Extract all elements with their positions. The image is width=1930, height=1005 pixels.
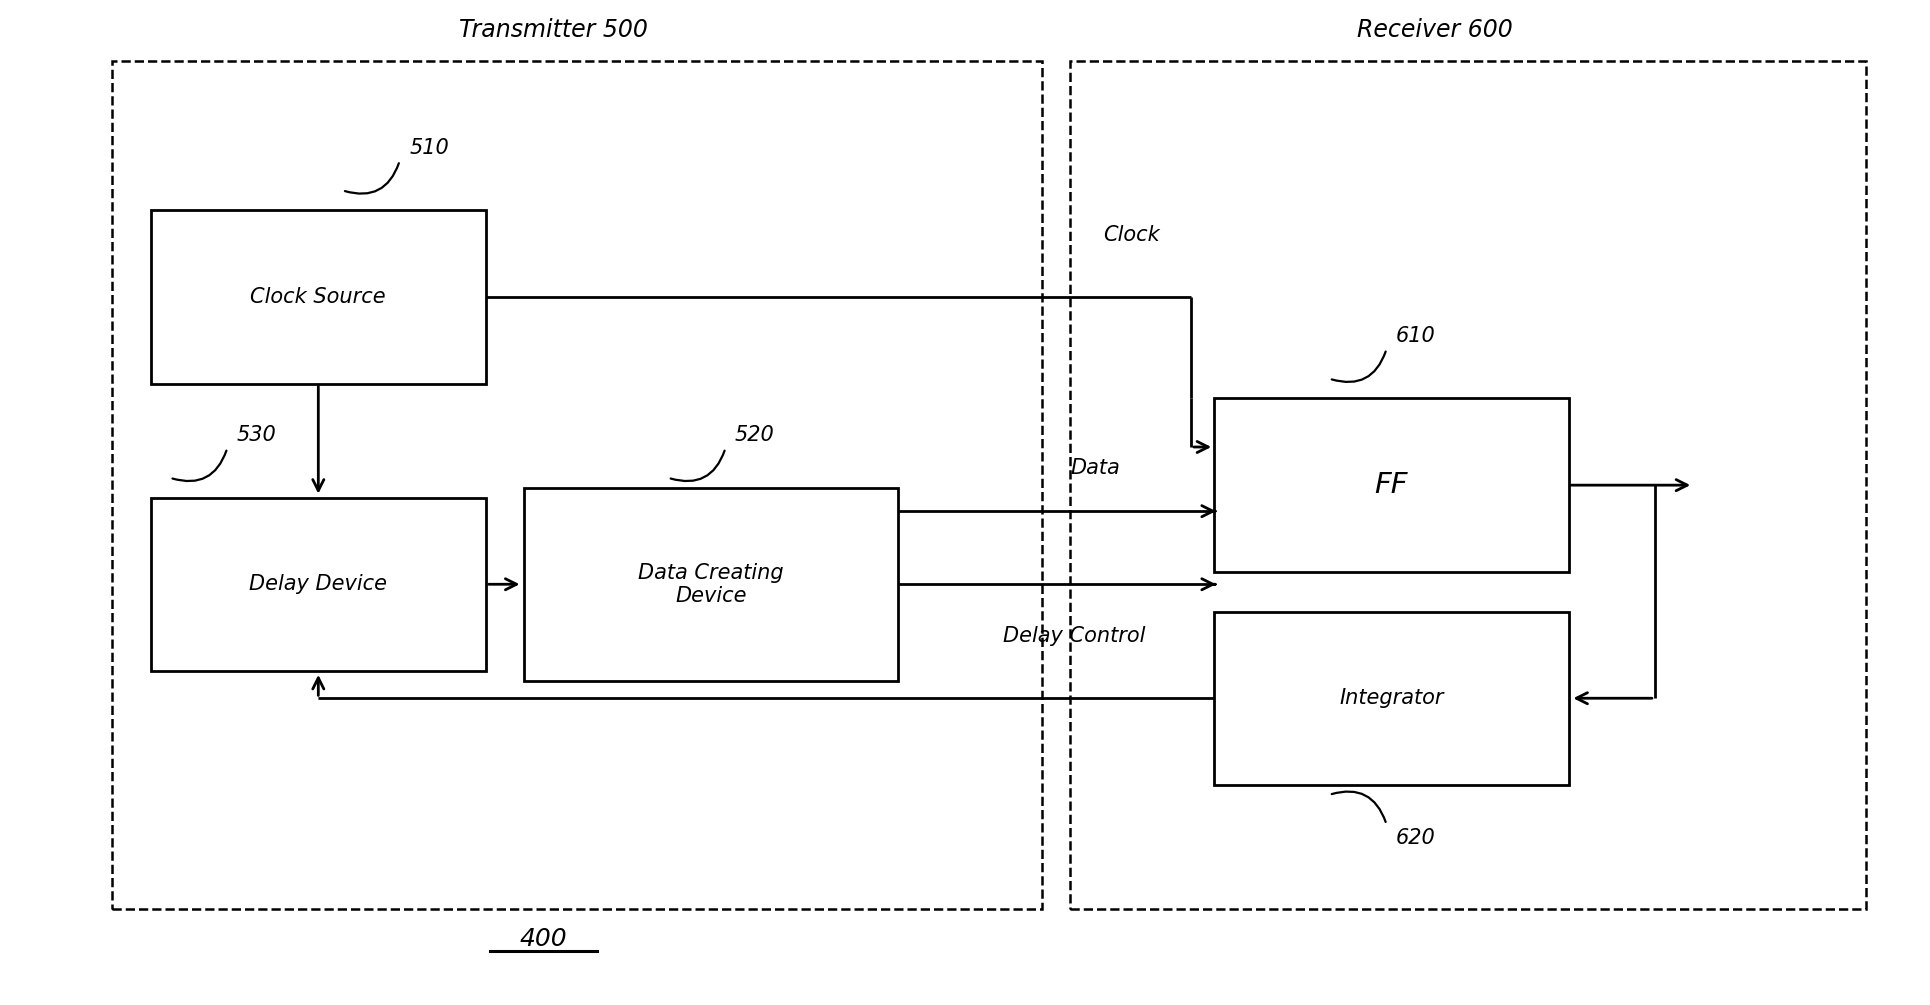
Bar bbox=[112, 61, 1042, 909]
Bar bbox=[151, 210, 486, 384]
Text: 620: 620 bbox=[1395, 827, 1436, 847]
Text: 530: 530 bbox=[237, 425, 276, 445]
Text: 510: 510 bbox=[409, 138, 450, 158]
Text: Transmitter 500: Transmitter 500 bbox=[459, 18, 647, 41]
Text: Clock: Clock bbox=[1102, 225, 1160, 245]
Bar bbox=[525, 487, 897, 681]
Bar bbox=[1214, 611, 1569, 785]
Text: FF: FF bbox=[1374, 471, 1409, 499]
Text: Delay Control: Delay Control bbox=[1004, 626, 1146, 646]
Text: Delay Device: Delay Device bbox=[249, 574, 388, 594]
Text: Data: Data bbox=[1071, 457, 1119, 477]
Text: Integrator: Integrator bbox=[1339, 688, 1444, 709]
Text: 520: 520 bbox=[735, 425, 774, 445]
Text: 610: 610 bbox=[1395, 326, 1436, 346]
Text: 400: 400 bbox=[519, 927, 567, 951]
Text: Data Creating
Device: Data Creating Device bbox=[639, 563, 784, 606]
Bar bbox=[1214, 398, 1569, 572]
Text: Receiver 600: Receiver 600 bbox=[1357, 18, 1513, 41]
Bar bbox=[151, 497, 486, 671]
Bar bbox=[1071, 61, 1866, 909]
Text: Clock Source: Clock Source bbox=[251, 286, 386, 307]
